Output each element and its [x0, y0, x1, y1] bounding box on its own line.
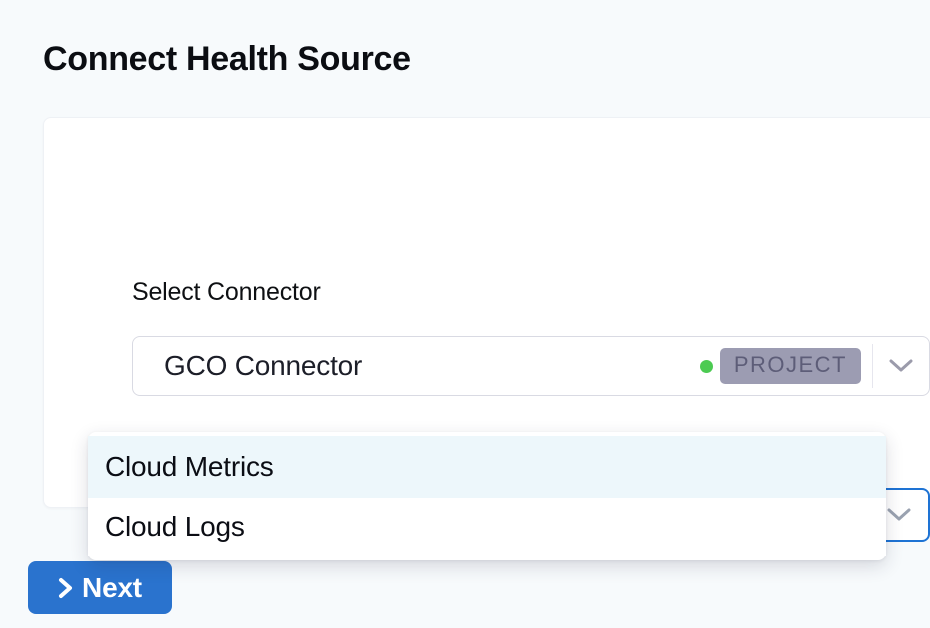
connector-select-indicators: PROJECT [699, 337, 929, 395]
menu-item-cloud-metrics[interactable]: Cloud Metrics [88, 436, 886, 498]
connector-status-dot [699, 359, 713, 373]
chevron-right-icon [58, 577, 73, 599]
connector-select-value: GCO Connector [164, 350, 363, 381]
page-title: Connect Health Source [43, 40, 411, 78]
connector-chevron-down-icon[interactable] [873, 337, 929, 395]
connector-scope-badge: PROJECT [719, 348, 861, 384]
connector-select[interactable]: GCO Connector PROJECT [132, 336, 930, 396]
next-button-label: Next [82, 571, 142, 603]
next-button[interactable]: Next [28, 561, 172, 614]
feature-chevron-down-icon[interactable] [870, 490, 928, 540]
menu-item-cloud-logs[interactable]: Cloud Logs [88, 498, 886, 556]
select-connector-label: Select Connector [132, 278, 321, 306]
select-indicator-separator [872, 344, 873, 388]
feature-options-menu: Cloud Metrics Cloud Logs [88, 432, 886, 560]
